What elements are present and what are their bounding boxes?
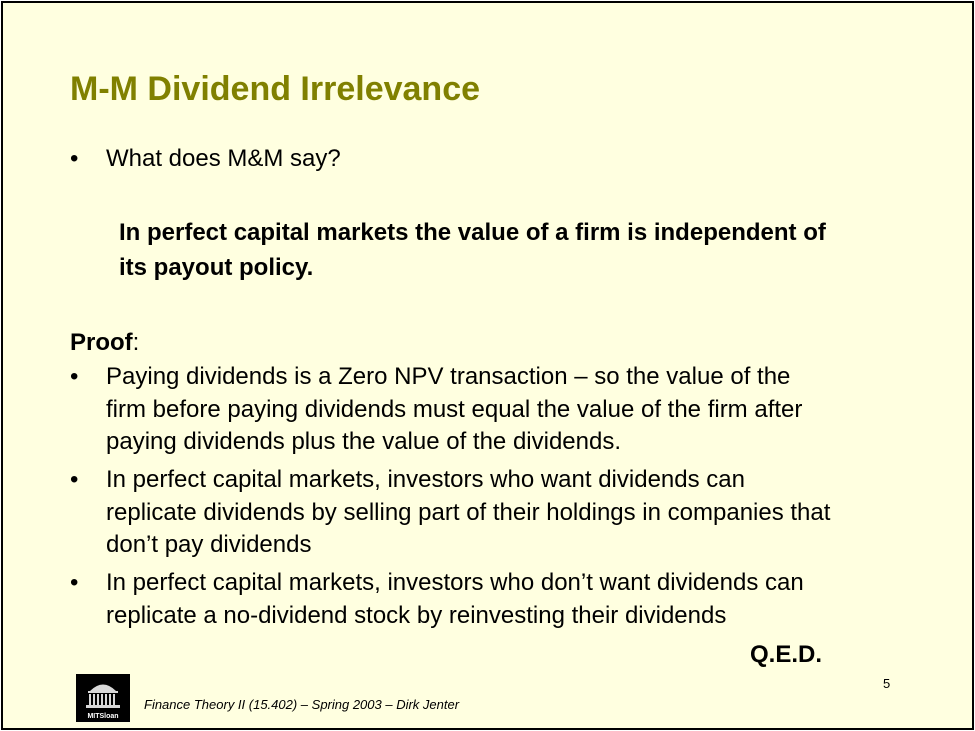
proof-line: paying dividends plus the value of the d… bbox=[106, 428, 622, 455]
slide-title: M-M Dividend Irrelevance bbox=[70, 70, 481, 108]
proof-line: replicate a no-dividend stock by reinves… bbox=[106, 601, 727, 629]
dome-icon: MITSloan bbox=[76, 674, 130, 722]
logo-text: MITSloan bbox=[87, 713, 118, 720]
bullet-marker: • bbox=[70, 145, 79, 172]
bullet-marker: • bbox=[70, 466, 79, 493]
proof-bullet-1: Paying dividends is a Zero NPV transacti… bbox=[106, 361, 802, 459]
proof-label: Proof bbox=[70, 329, 133, 356]
proof-heading: Proof: bbox=[70, 327, 139, 359]
question-text: What does M&M say? bbox=[106, 145, 341, 172]
statement-line: its payout policy. bbox=[119, 254, 314, 281]
mit-sloan-logo: MITSloan bbox=[76, 674, 130, 722]
footer-text: Finance Theory II (15.402) – Spring 2003… bbox=[144, 697, 460, 712]
statement-line: In perfect capital markets the value of … bbox=[119, 219, 826, 246]
proof-line: In perfect capital markets, investors wh… bbox=[106, 466, 745, 493]
mm-statement: In perfect capital markets the value of … bbox=[119, 215, 826, 285]
proof-bullet-3: In perfect capital markets, investors wh… bbox=[106, 567, 804, 632]
proof-bullet-2: In perfect capital markets, investors wh… bbox=[106, 464, 830, 562]
page-number: 5 bbox=[883, 676, 891, 691]
qed-text: Q.E.D. bbox=[750, 641, 823, 668]
proof-colon: : bbox=[132, 329, 140, 356]
proof-line: replicate dividends by selling part of t… bbox=[106, 498, 831, 526]
proof-line: firm before paying dividends must equal … bbox=[106, 395, 803, 423]
proof-line: Paying dividends is a Zero NPV transacti… bbox=[106, 363, 791, 390]
proof-line: In perfect capital markets, investors wh… bbox=[106, 569, 804, 596]
bullet-marker: • bbox=[70, 569, 79, 596]
proof-line: don’t pay dividends bbox=[106, 531, 312, 558]
bullet-marker: • bbox=[70, 363, 79, 390]
